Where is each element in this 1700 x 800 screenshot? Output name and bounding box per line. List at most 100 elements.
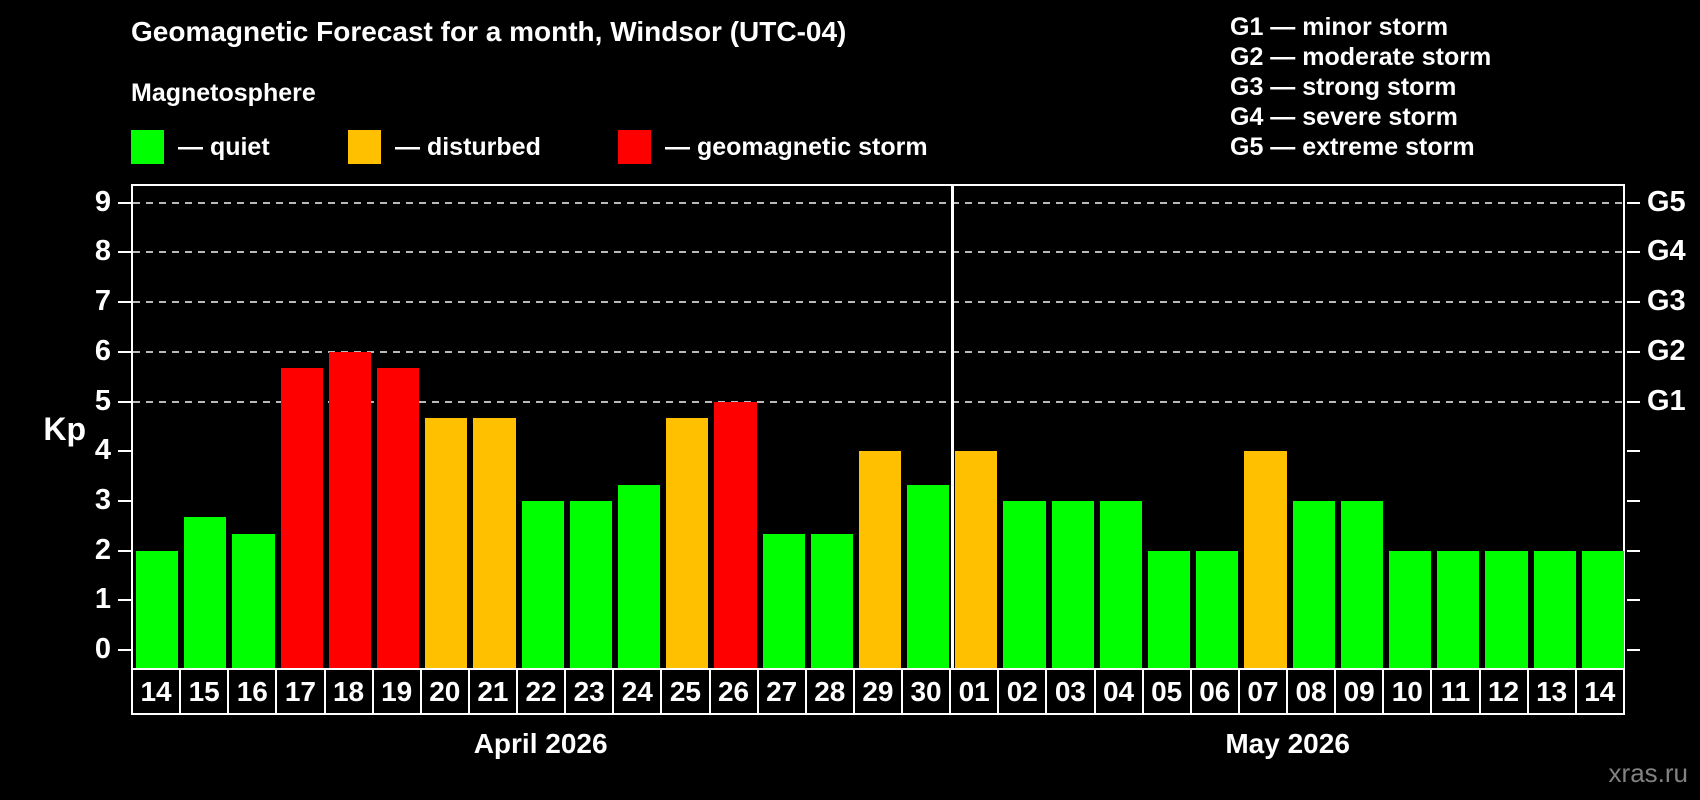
bar-day-30 [907, 484, 950, 668]
y-tick-label-1: 1 [94, 583, 111, 616]
y-tick-label-5: 5 [94, 384, 111, 417]
g-axis-label-g2: G2 [1647, 334, 1686, 367]
bar-day-29 [858, 451, 902, 668]
gridline-kp5 [133, 400, 1623, 403]
legend-label-disturbed: — disturbed [395, 132, 541, 161]
bar-day-07 [1244, 451, 1287, 668]
bar-day-03 [1051, 500, 1094, 668]
day-cell-apr-23: 23 [564, 668, 615, 715]
bar-day-23 [569, 500, 612, 668]
day-cell-apr-24: 24 [612, 668, 663, 715]
page-title: Geomagnetic Forecast for a month, Windso… [131, 16, 847, 47]
day-cell-apr-27: 27 [756, 668, 807, 715]
right-tick-5 [1627, 400, 1640, 403]
bar-day-22 [521, 500, 564, 668]
day-cell-apr-18: 18 [323, 668, 374, 715]
left-tick-4 [118, 450, 131, 453]
day-cell-apr-16: 16 [227, 668, 278, 715]
day-cell-apr-19: 19 [371, 668, 422, 715]
bar-day-14 [1581, 550, 1624, 668]
bar-day-01 [955, 451, 998, 668]
left-tick-2 [118, 549, 131, 552]
y-tick-label-3: 3 [94, 483, 111, 516]
left-tick-8 [118, 251, 131, 254]
gridline-kp8 [133, 251, 1623, 254]
day-cell-may-12: 12 [1478, 668, 1529, 715]
y-tick-label-7: 7 [94, 285, 111, 318]
y-tick-label-9: 9 [94, 185, 111, 218]
bar-day-17 [280, 368, 323, 668]
bar-day-28 [810, 534, 853, 668]
g-legend-line-g3: G3 — strong storm [1230, 73, 1457, 101]
left-tick-1 [118, 599, 131, 602]
bar-day-08 [1292, 500, 1335, 668]
bar-day-06 [1196, 550, 1239, 668]
bar-day-15 [184, 517, 227, 668]
day-cell-may-01: 01 [949, 668, 1000, 715]
day-cell-may-07: 07 [1237, 668, 1288, 715]
left-tick-9 [118, 201, 131, 204]
legend-label-storm: — geomagnetic storm [665, 132, 928, 161]
gridline-kp9 [133, 201, 1623, 204]
day-cell-may-04: 04 [1093, 668, 1144, 715]
day-cell-apr-21: 21 [467, 668, 518, 715]
y-tick-label-2: 2 [94, 533, 111, 566]
right-tick-3 [1627, 499, 1640, 502]
y-tick-label-4: 4 [94, 434, 111, 467]
day-cell-apr-15: 15 [179, 668, 230, 715]
right-tick-4 [1627, 450, 1640, 453]
day-cell-apr-17: 17 [275, 668, 326, 715]
day-cell-may-11: 11 [1430, 668, 1481, 715]
month-divider [950, 186, 954, 668]
plot-area [131, 184, 1625, 668]
left-tick-6 [118, 350, 131, 353]
g-legend-line-g2: G2 — moderate storm [1230, 43, 1492, 71]
month-label-1: May 2026 [1225, 728, 1350, 759]
bar-day-18 [328, 351, 371, 668]
day-cell-apr-26: 26 [708, 668, 759, 715]
storm-color-swatch [618, 130, 651, 164]
day-cell-may-10: 10 [1382, 668, 1433, 715]
right-tick-0 [1627, 649, 1640, 651]
day-cell-apr-22: 22 [516, 668, 567, 715]
gridline-kp6 [133, 350, 1623, 353]
bar-day-25 [666, 417, 709, 668]
right-tick-9 [1627, 201, 1640, 204]
g-axis-label-g3: G3 [1647, 285, 1686, 318]
day-cell-may-14: 14 [1574, 668, 1625, 715]
bar-day-12 [1485, 550, 1528, 668]
day-cell-may-02: 02 [997, 668, 1048, 715]
bar-day-26 [714, 401, 757, 668]
day-cell-apr-20: 20 [419, 668, 470, 715]
bar-day-20 [425, 417, 468, 668]
bar-day-04 [1099, 500, 1143, 668]
bar-day-02 [1003, 500, 1046, 668]
bar-day-14 [136, 550, 179, 668]
watermark: xras.ru [1608, 758, 1688, 788]
day-cell-apr-28: 28 [804, 668, 855, 715]
day-cell-may-05: 05 [1141, 668, 1192, 715]
gridline-kp7 [133, 301, 1623, 304]
left-tick-3 [118, 499, 131, 502]
day-cell-may-08: 08 [1286, 668, 1337, 715]
bar-day-21 [473, 417, 516, 668]
day-cell-may-06: 06 [1189, 668, 1240, 715]
month-label-0: April 2026 [473, 728, 608, 759]
y-tick-label-8: 8 [94, 235, 111, 268]
g-axis-label-g5: G5 [1647, 185, 1686, 218]
g-axis-label-g4: G4 [1647, 235, 1686, 268]
bar-day-27 [762, 534, 805, 668]
bar-day-05 [1148, 550, 1191, 668]
bar-day-09 [1340, 500, 1384, 668]
day-cell-may-03: 03 [1045, 668, 1096, 715]
x-axis-day-row: 14 15 16 17 18 19 20 21 22 23 24 25 26 27 28 29 30 01 02 03… [131, 668, 1625, 715]
right-tick-6 [1627, 350, 1640, 353]
day-cell-apr-30: 30 [901, 668, 952, 715]
right-tick-7 [1627, 301, 1640, 304]
bar-day-11 [1437, 550, 1480, 668]
left-tick-0 [118, 649, 131, 651]
g-legend-line-g1: G1 — minor storm [1230, 13, 1449, 41]
right-tick-1 [1627, 599, 1640, 602]
day-cell-may-09: 09 [1334, 668, 1385, 715]
